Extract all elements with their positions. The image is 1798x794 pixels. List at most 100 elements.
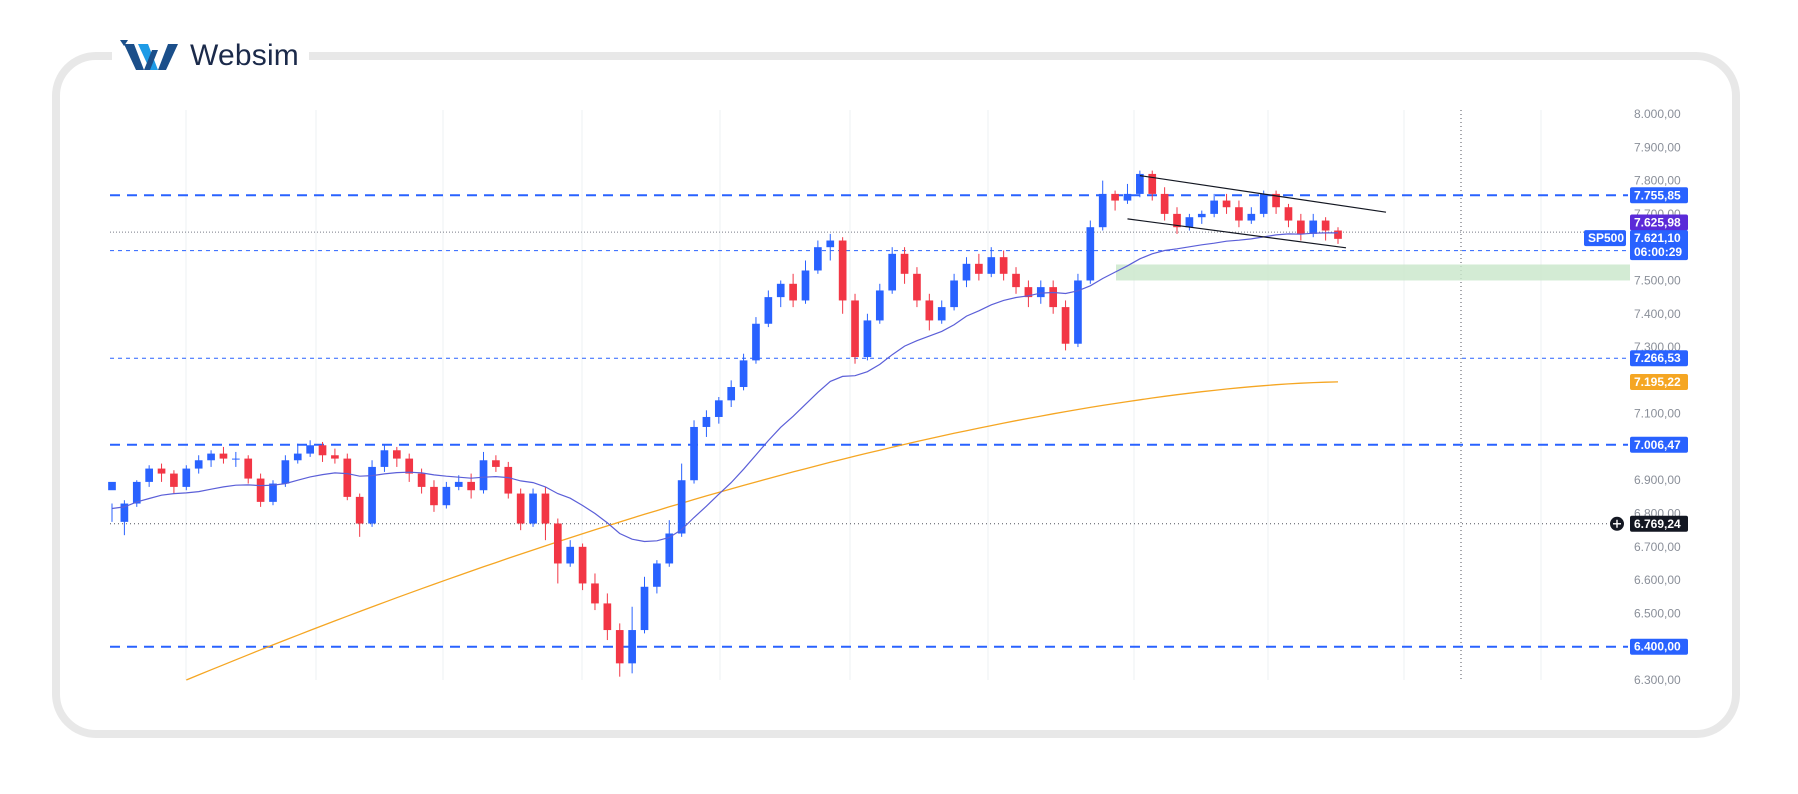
candle [1012,267,1020,294]
candle [714,397,723,424]
candle [690,420,698,484]
candle-body [1210,200,1219,214]
countdown-label: 06:00:29 [1634,245,1682,259]
y-tick-label: 7.400,00 [1634,307,1681,321]
candle [293,443,302,464]
candle-body [1272,193,1280,208]
candle [591,573,599,611]
candle-body [962,263,971,281]
candle-body [1136,173,1144,194]
candle [492,455,500,472]
candle-body [677,480,686,534]
y-tick-label: 6.700,00 [1634,540,1681,554]
candle [628,606,636,674]
candle [318,441,327,462]
candle-body [417,473,426,487]
candle [752,317,760,364]
candle [194,455,203,474]
candle [1111,190,1119,211]
candle-body [170,473,178,487]
candle [256,473,265,507]
candle-body [1148,173,1157,194]
level-price-label: 7.755,85 [1634,188,1681,202]
candle-body [591,583,599,604]
candle [504,461,513,499]
y-tick-label: 6.900,00 [1634,473,1681,487]
candle [739,353,748,391]
candle [776,280,785,308]
candle-body [132,481,141,504]
candle [1036,280,1045,304]
candle-body [1297,220,1305,234]
candle-body [355,496,364,524]
candle [1136,170,1144,198]
crosshair-price-label: 6.769,24 [1634,517,1681,531]
candle-body [851,300,859,358]
candle [157,463,166,482]
candle [1297,213,1305,241]
candle [925,293,934,331]
candle-body [1061,307,1070,344]
candle-body [207,453,215,461]
candle [331,448,339,464]
candle-body [950,280,958,308]
candle [1185,213,1194,231]
candle-body [1123,193,1132,201]
candle-body [541,493,550,524]
candle [553,518,562,584]
candle [306,440,314,457]
candle-body [219,453,228,459]
candle-body [194,460,203,469]
candle [1247,207,1256,224]
candle-body [702,416,711,427]
candle-body [1259,193,1268,214]
candle [355,493,364,537]
candle-body [120,503,129,522]
candle [975,253,983,281]
support-zone [1116,264,1630,281]
candle-body [516,493,525,524]
candle-body [1086,227,1095,281]
candle-body [1284,207,1293,221]
candle-body [566,546,575,564]
candle [653,560,661,594]
candle [120,500,129,536]
candle [1049,280,1058,314]
candle [875,283,884,324]
candle-body [281,460,290,484]
candle [677,463,686,537]
candle [380,445,389,472]
ma-short-line [111,232,1338,543]
candle-body [937,307,946,321]
candle-body [269,483,277,502]
candle [900,247,909,284]
candle [1061,300,1070,351]
candle-body [231,458,240,460]
candle [108,481,116,522]
candle [1197,210,1206,224]
candle-body [913,273,921,301]
ma-long-line [186,381,1339,681]
candle [838,237,847,314]
candle-body [1334,230,1342,239]
candle [207,450,215,467]
candle [479,451,488,494]
candle [1148,170,1157,201]
candle-body [628,630,636,664]
candle-body [1173,213,1181,228]
candle [913,267,921,308]
candle-body [1185,217,1194,228]
candle [826,233,835,261]
candle [801,260,810,304]
chart-card [52,52,1740,738]
candle-body [145,468,153,482]
candle-body [925,300,934,321]
candle [1086,220,1095,284]
crosshair-price-label-bg [1630,515,1688,532]
y-tick-label: 7.900,00 [1634,140,1681,154]
candle [863,313,872,361]
y-tick-label: 7.500,00 [1634,273,1681,287]
candle-body [306,445,314,454]
candle [764,290,773,328]
